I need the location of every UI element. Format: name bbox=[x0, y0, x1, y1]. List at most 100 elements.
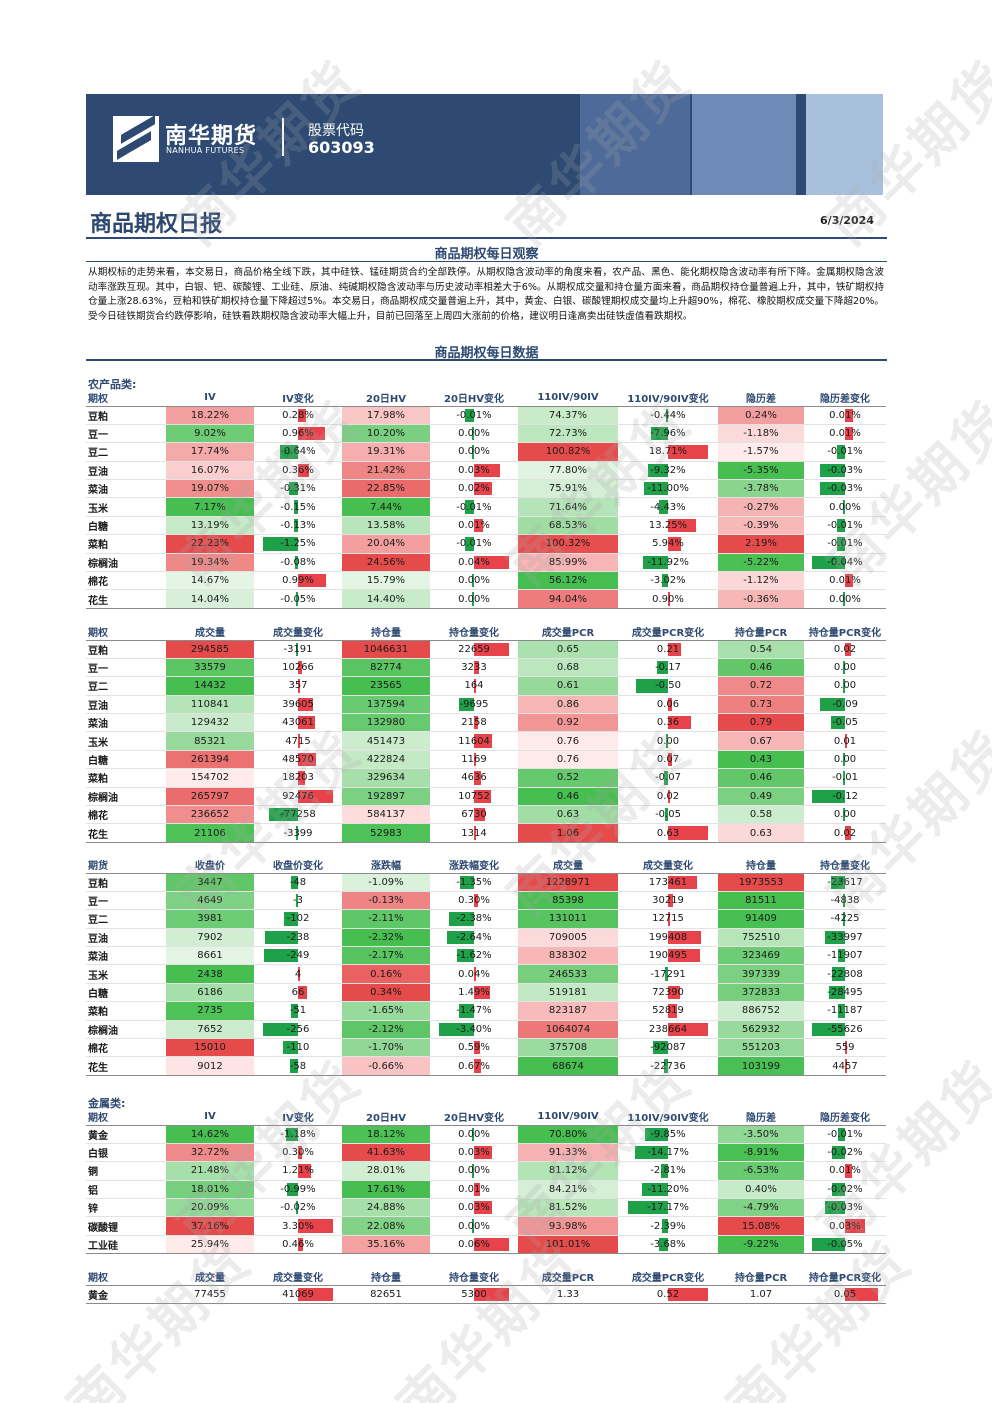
table-row: 豆二 14432 357 23565 164 0.61 -0.50 0.72 0.00 bbox=[86, 676, 886, 696]
pct-cell: -0.66% bbox=[342, 1056, 430, 1076]
cell-value: 18.71% bbox=[648, 446, 688, 458]
oi-chg-cell: -22808 bbox=[804, 964, 886, 984]
vpcr-chg-cell: 0.02 bbox=[618, 787, 718, 807]
cell-value: -2.17% bbox=[368, 950, 404, 962]
table-row: 花生 21106 -3399 52983 1314 1.06 0.63 0.63 0.02 bbox=[86, 823, 886, 843]
cell-value: -58 bbox=[289, 1060, 307, 1072]
vol-chg-cell: 10266 bbox=[254, 658, 342, 678]
cell-value: -11187 bbox=[827, 1005, 863, 1017]
vol-cell: 131011 bbox=[518, 909, 618, 929]
value-bar bbox=[474, 716, 478, 730]
value-bar bbox=[644, 482, 668, 496]
value-bar bbox=[298, 789, 334, 804]
column-header: 成交量 bbox=[166, 1269, 254, 1286]
value-bar bbox=[668, 912, 670, 926]
iv-chg-cell: -0.02% bbox=[254, 1198, 342, 1218]
spread-cell: 15.08% bbox=[718, 1216, 804, 1236]
cell-value: 84.21% bbox=[548, 1183, 588, 1195]
skew-chg-cell: -9.32% bbox=[618, 461, 718, 481]
cell-value: 13.25% bbox=[648, 520, 688, 532]
cell-value: 131011 bbox=[548, 913, 588, 925]
vpcr-chg-cell: -0.07 bbox=[618, 768, 718, 788]
pct-chg-cell: 1.49% bbox=[430, 983, 518, 1003]
cell-value: -17291 bbox=[650, 968, 686, 980]
cell-value: 0.40% bbox=[745, 1183, 777, 1195]
vol-chg-cell: 238664 bbox=[618, 1020, 718, 1040]
cell-value: 7.17% bbox=[194, 501, 226, 513]
cell-value: 246533 bbox=[548, 968, 588, 980]
column-header: 成交量 bbox=[518, 857, 618, 874]
column-header: 持仓量PCR bbox=[718, 624, 804, 641]
opcr-cell: 0.58 bbox=[718, 805, 804, 825]
column-header: 成交量PCR bbox=[518, 1269, 618, 1286]
value-bar bbox=[666, 408, 668, 422]
column-header: 收盘价 bbox=[166, 857, 254, 874]
value-bar bbox=[636, 679, 668, 693]
value-bar bbox=[659, 500, 668, 514]
oi-cell: 52983 bbox=[342, 823, 430, 843]
value-bar bbox=[845, 408, 854, 422]
row-label: 菜油 bbox=[86, 946, 166, 966]
cell-value: 0.02 bbox=[833, 643, 857, 655]
cell-value: -22736 bbox=[650, 1060, 686, 1072]
opcr-chg-cell: 0.00 bbox=[804, 676, 886, 696]
value-bar bbox=[831, 875, 845, 889]
table-row: 碳酸锂 37.16% 3.30% 22.08% 0.00% 93.98% -2.39% 15.… bbox=[86, 1216, 886, 1236]
oi-cell: 132980 bbox=[342, 713, 430, 733]
opcr-cell: 0.46 bbox=[718, 768, 804, 788]
vol-chg-cell: 173461 bbox=[618, 873, 718, 892]
value-bar bbox=[664, 1059, 668, 1073]
value-bar bbox=[296, 592, 298, 606]
value-bar bbox=[845, 826, 851, 840]
oi-cell: 81511 bbox=[718, 891, 804, 911]
value-bar bbox=[665, 967, 668, 981]
cell-value: -2.81% bbox=[650, 1165, 686, 1177]
row-label: 豆油 bbox=[86, 695, 166, 715]
value-bar bbox=[295, 555, 298, 570]
cell-value: 0.00% bbox=[458, 1128, 490, 1140]
skew-chg-cell: -3.02% bbox=[618, 571, 718, 591]
hv-cell: 35.16% bbox=[342, 1235, 430, 1255]
cell-value: -0.12 bbox=[832, 790, 858, 802]
cell-value: 129432 bbox=[190, 717, 230, 729]
cell-value: 56.12% bbox=[548, 575, 588, 587]
cell-value: -0.27% bbox=[743, 501, 779, 513]
value-bar bbox=[628, 1201, 668, 1215]
cell-value: 0.00% bbox=[458, 1220, 490, 1232]
cell-value: 15.08% bbox=[741, 1220, 781, 1232]
cell-value: 41.63% bbox=[366, 1147, 406, 1159]
cell-value: 2158 bbox=[461, 717, 487, 729]
cell-value: 0.00% bbox=[458, 446, 490, 458]
table-row: 工业硅 25.94% 0.46% 35.16% 0.06% 101.01% -3.68% -9… bbox=[86, 1235, 886, 1255]
cell-value: -0.02% bbox=[280, 1202, 316, 1214]
vol-cell: 375708 bbox=[518, 1038, 618, 1058]
value-bar bbox=[298, 734, 300, 748]
column-header: 成交量PCR变化 bbox=[618, 1269, 718, 1286]
spread-cell: -8.91% bbox=[718, 1143, 804, 1163]
cell-value: -110 bbox=[286, 1042, 310, 1054]
value-bar bbox=[280, 445, 298, 459]
cell-value: 0.02% bbox=[458, 483, 490, 495]
table-header-row: 期货 收盘价 收盘价变化 涨跌幅 涨跌幅变化 成交量 成交量变化 持仓量 持仓量变化 bbox=[86, 857, 886, 874]
vol-chg-cell: 190495 bbox=[618, 946, 718, 966]
cell-value: -11.00% bbox=[647, 483, 689, 495]
column-header: 110IV/90IV变化 bbox=[618, 1109, 718, 1126]
value-bar bbox=[845, 1164, 852, 1178]
cell-value: -0.50 bbox=[655, 680, 681, 692]
stock-code: 603093 bbox=[308, 138, 375, 157]
column-header: 收盘价变化 bbox=[254, 857, 342, 874]
banner-stripe bbox=[692, 94, 796, 195]
cell-value: 261394 bbox=[190, 754, 230, 766]
vpcr-cell: 0.65 bbox=[518, 640, 618, 659]
cell-value: 0.06% bbox=[458, 1239, 490, 1251]
cell-value: -1.25% bbox=[280, 538, 316, 550]
iv-chg-cell: 0.28% bbox=[254, 406, 342, 425]
vol-chg-cell: 41069 bbox=[254, 1285, 342, 1304]
skew-cell: 77.80% bbox=[518, 461, 618, 481]
cell-value: -1.18% bbox=[280, 1128, 316, 1140]
row-label: 豆一 bbox=[86, 424, 166, 444]
close-chg-cell: -238 bbox=[254, 928, 342, 948]
cell-value: 72.73% bbox=[548, 428, 588, 440]
category-metal-label: 金属类: bbox=[88, 1097, 126, 1110]
cell-value: 823187 bbox=[548, 1005, 588, 1017]
